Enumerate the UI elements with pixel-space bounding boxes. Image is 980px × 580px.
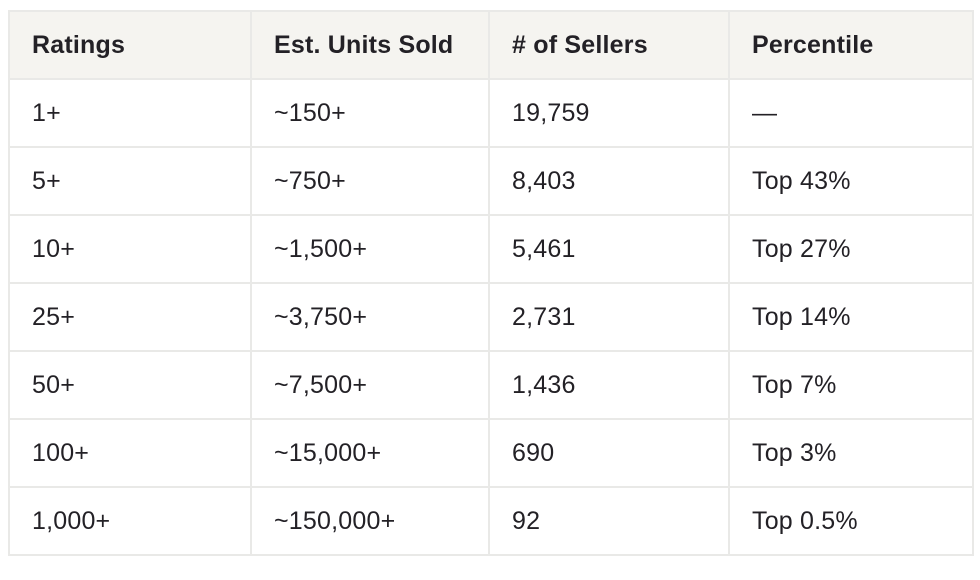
- cell-est-units-sold: ~750+: [250, 146, 490, 216]
- cell-ratings: 100+: [8, 418, 252, 488]
- cell-num-sellers: 92: [488, 486, 730, 556]
- column-header-num-sellers: # of Sellers: [488, 10, 730, 80]
- cell-ratings: 50+: [8, 350, 252, 420]
- cell-num-sellers: 5,461: [488, 214, 730, 284]
- cell-ratings: 25+: [8, 282, 252, 352]
- column-header-ratings: Ratings: [8, 10, 252, 80]
- cell-est-units-sold: ~3,750+: [250, 282, 490, 352]
- table-row: 25+ ~3,750+ 2,731 Top 14%: [8, 282, 974, 352]
- column-header-percentile: Percentile: [728, 10, 974, 80]
- table-row: 1,000+ ~150,000+ 92 Top 0.5%: [8, 486, 974, 556]
- cell-num-sellers: 8,403: [488, 146, 730, 216]
- ratings-sellers-table: Ratings Est. Units Sold # of Sellers Per…: [8, 10, 974, 556]
- cell-ratings: 10+: [8, 214, 252, 284]
- cell-percentile: Top 27%: [728, 214, 974, 284]
- cell-percentile: Top 43%: [728, 146, 974, 216]
- cell-ratings: 1+: [8, 78, 252, 148]
- cell-ratings: 1,000+: [8, 486, 252, 556]
- cell-est-units-sold: ~7,500+: [250, 350, 490, 420]
- table-row: 5+ ~750+ 8,403 Top 43%: [8, 146, 974, 216]
- table-row: 10+ ~1,500+ 5,461 Top 27%: [8, 214, 974, 284]
- table-row: 50+ ~7,500+ 1,436 Top 7%: [8, 350, 974, 420]
- cell-ratings: 5+: [8, 146, 252, 216]
- table-row: 100+ ~15,000+ 690 Top 3%: [8, 418, 974, 488]
- cell-num-sellers: 2,731: [488, 282, 730, 352]
- cell-percentile: —: [728, 78, 974, 148]
- cell-percentile: Top 7%: [728, 350, 974, 420]
- table-row: 1+ ~150+ 19,759 —: [8, 78, 974, 148]
- cell-num-sellers: 19,759: [488, 78, 730, 148]
- cell-percentile: Top 14%: [728, 282, 974, 352]
- header-row: Ratings Est. Units Sold # of Sellers Per…: [8, 10, 974, 80]
- cell-percentile: Top 3%: [728, 418, 974, 488]
- cell-percentile: Top 0.5%: [728, 486, 974, 556]
- cell-est-units-sold: ~15,000+: [250, 418, 490, 488]
- cell-num-sellers: 1,436: [488, 350, 730, 420]
- cell-est-units-sold: ~1,500+: [250, 214, 490, 284]
- cell-est-units-sold: ~150+: [250, 78, 490, 148]
- cell-num-sellers: 690: [488, 418, 730, 488]
- cell-est-units-sold: ~150,000+: [250, 486, 490, 556]
- column-header-est-units-sold: Est. Units Sold: [250, 10, 490, 80]
